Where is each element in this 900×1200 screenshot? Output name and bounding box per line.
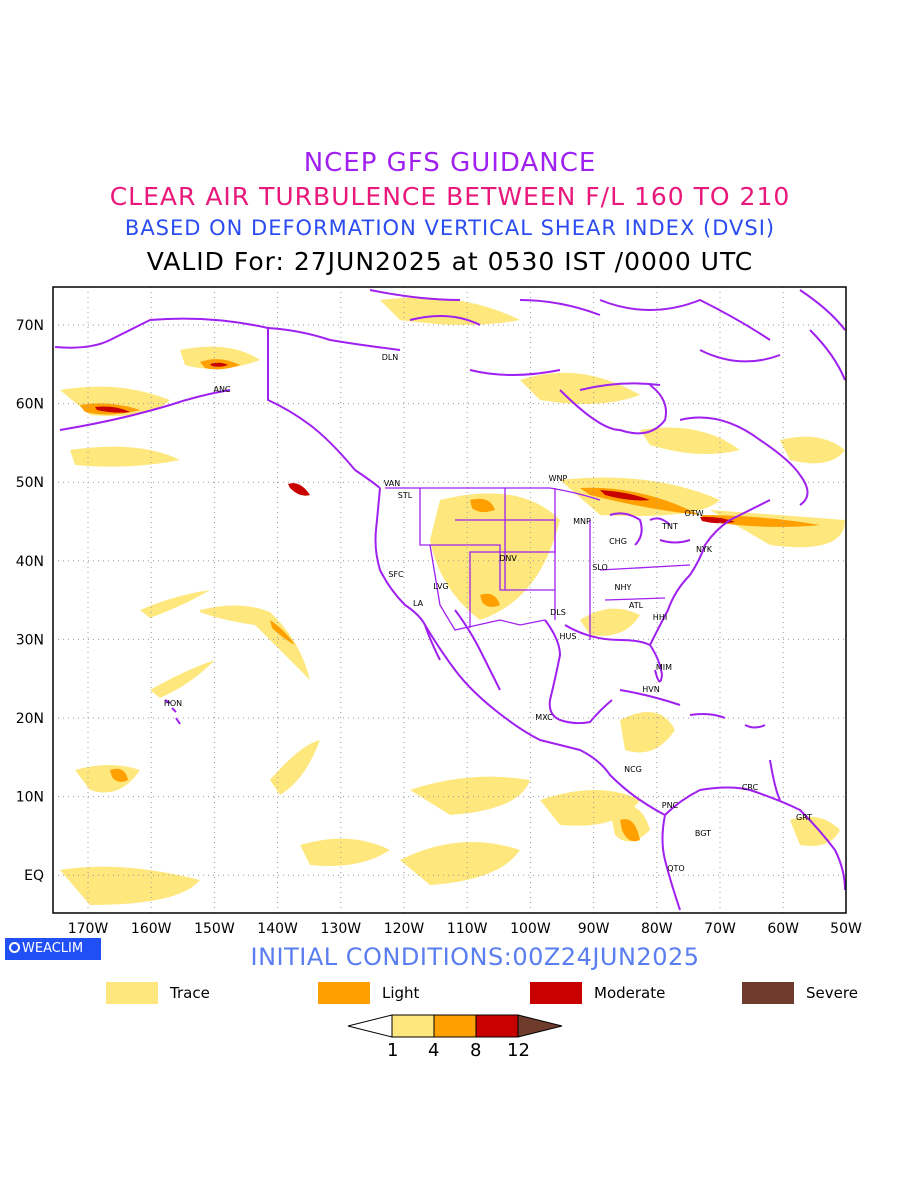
station-label-grt: GRT: [796, 813, 812, 822]
longitude-label: 60W: [767, 921, 799, 937]
colorbar-high-arrow: [517, 1014, 563, 1038]
trace-turbulence-areas: [60, 297, 845, 905]
longitude-labels: 170W 160W 150W 140W 130W 120W 110W 100W 90W 80W 70…: [68, 921, 862, 937]
colorbar-tick-1: 1: [387, 1040, 399, 1061]
logo-ring-icon: [9, 942, 20, 953]
station-label-ncg: NCG: [624, 765, 642, 774]
coastlines: [54, 289, 846, 911]
longitude-label: 80W: [641, 921, 673, 937]
longitude-label: 90W: [578, 921, 610, 937]
station-label-atl: ATL: [629, 601, 644, 610]
station-label-nyk: NYK: [696, 545, 713, 554]
station-label-mnp: MNP: [573, 517, 591, 526]
station-label-dln: DLN: [382, 353, 399, 362]
longitude-label: 110W: [447, 921, 488, 937]
station-label-hus: HUS: [560, 632, 577, 641]
colorbar-trace: [391, 1014, 435, 1038]
longitude-label: 100W: [510, 921, 551, 937]
title-line-2: CLEAR AIR TURBULENCE BETWEEN F/L 160 TO …: [109, 182, 791, 211]
longitude-label: 70W: [704, 921, 736, 937]
longitude-label: 120W: [384, 921, 425, 937]
station-label-la: LA: [413, 599, 424, 608]
latitude-label: 40N: [16, 554, 44, 570]
longitude-label: 170W: [68, 921, 109, 937]
graticule: [53, 287, 846, 913]
political-borders: [385, 487, 691, 640]
weaclim-logo: WEACLIM: [5, 938, 101, 960]
colorbar-tick-12: 12: [507, 1040, 530, 1061]
latitude-label: 20N: [16, 711, 44, 727]
longitude-label: 130W: [321, 921, 362, 937]
initial-conditions-label: INITIAL CONDITIONS:00Z24JUN2025: [250, 943, 700, 971]
colorbar-tick-4: 4: [428, 1040, 440, 1061]
longitude-label: 160W: [131, 921, 172, 937]
station-label-crc: CRC: [742, 783, 759, 792]
legend-swatch-light: [318, 982, 370, 1004]
logo-text: WEACLIM: [22, 941, 84, 956]
legend-label-severe: Severe: [806, 984, 858, 1002]
station-label-wnp: WNP: [549, 474, 568, 483]
station-label-dls: DLS: [550, 608, 566, 617]
station-label-stl: STL: [398, 491, 413, 500]
station-label-hon: HON: [164, 699, 182, 708]
colorbar-low-arrow: [347, 1014, 393, 1038]
title-line-3: BASED ON DEFORMATION VERTICAL SHEAR INDE…: [124, 216, 776, 240]
legend-label-light: Light: [382, 984, 420, 1002]
legend-swatch-moderate: [530, 982, 582, 1004]
station-label-lvg: LVG: [433, 582, 448, 591]
colorbar-tick-8: 8: [470, 1040, 482, 1061]
station-label-mxc: MXC: [535, 713, 553, 722]
station-label-tnt: TNT: [661, 522, 678, 531]
station-label-slo: SLO: [592, 563, 608, 572]
station-label-van: VAN: [384, 479, 400, 488]
station-label-qto: QTO: [667, 864, 684, 873]
colorbar-moderate: [475, 1014, 519, 1038]
station-label-dnv: DNV: [499, 554, 517, 563]
station-label-pnc: PNC: [662, 801, 679, 810]
station-labels: DLN ANC VAN STL WNP OTW TNT NYK MNP CHG DNV SLO SFC L…: [164, 353, 812, 873]
legend-label-trace: Trace: [170, 984, 210, 1002]
station-label-sfc: SFC: [388, 570, 404, 579]
legend-swatch-severe: [742, 982, 794, 1004]
station-label-otw: OTW: [684, 509, 703, 518]
title-line-1: NCEP GFS GUIDANCE: [303, 148, 597, 178]
latitude-label: 50N: [16, 475, 44, 491]
station-label-mim: MIM: [656, 663, 672, 672]
station-label-bgt: BGT: [695, 829, 711, 838]
latitude-label: 70N: [16, 318, 44, 334]
station-label-nhy: NHY: [615, 583, 632, 592]
latitude-label: 60N: [16, 397, 44, 413]
legend-label-moderate: Moderate: [594, 984, 666, 1002]
latitude-labels: 70N 60N 50N 40N 30N 20N 10N EQ: [16, 318, 44, 884]
latitude-label: 10N: [16, 790, 44, 806]
valid-time-title: VALID For: 27JUN2025 at 0530 IST /0000 U…: [146, 247, 754, 276]
longitude-label: 50W: [830, 921, 862, 937]
station-label-chg: CHG: [609, 537, 627, 546]
colorbar-light: [433, 1014, 477, 1038]
legend-swatch-trace: [106, 982, 158, 1004]
longitude-label: 140W: [257, 921, 298, 937]
latitude-label: 30N: [16, 632, 44, 648]
moderate-turbulence-areas: [95, 362, 735, 524]
colorbar: [347, 1014, 563, 1038]
latitude-label: EQ: [24, 868, 44, 884]
longitude-label: 150W: [194, 921, 235, 937]
station-label-hhi: HHI: [653, 613, 667, 622]
station-label-hvn: HVN: [642, 685, 659, 694]
station-label-anc: ANC: [213, 385, 230, 394]
map-frame: [52, 286, 847, 914]
